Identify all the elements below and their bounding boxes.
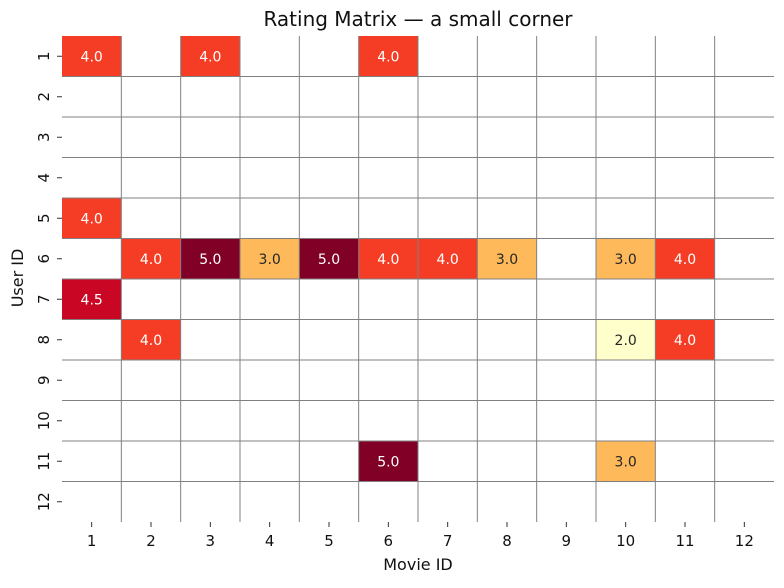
heatmap-cell: [655, 238, 715, 279]
heatmap-cell: [121, 319, 181, 360]
heatmap-cell: [418, 238, 478, 279]
grid-layer: [62, 36, 774, 522]
cell-value-label: 4.0: [437, 252, 459, 268]
heatmap-cell: [62, 279, 122, 320]
cell-value-label: 3.0: [496, 252, 518, 268]
x-tick-label: 10: [616, 532, 635, 550]
cell-value-label: 4.0: [199, 49, 221, 65]
heatmap-cell: [358, 441, 418, 482]
x-tick-label: 7: [443, 532, 453, 550]
y-tick-label: 4: [35, 173, 53, 183]
y-tick-label: 9: [35, 375, 53, 385]
heatmap-cell: [655, 319, 715, 360]
y-tick-label: 8: [35, 335, 53, 345]
heatmap-cell: [596, 319, 656, 360]
x-axis-ticks: 1 2 3 4 5 6 7 8 9 10 11 12: [87, 522, 754, 550]
cell-value-label: 5.0: [377, 454, 399, 470]
cell-value-label: 4.0: [377, 49, 399, 65]
cell-value-label: 3.0: [615, 252, 637, 268]
heatmap-cell: [358, 238, 418, 279]
y-axis-label: User ID: [8, 249, 27, 308]
cells-layer: [62, 36, 715, 482]
cell-value-label: 2.0: [615, 333, 637, 349]
heatmap-cell: [477, 238, 537, 279]
y-tick-label: 3: [35, 132, 53, 142]
y-tick-label: 11: [35, 452, 53, 471]
y-tick-label: 7: [35, 294, 53, 304]
cell-value-label: 5.0: [318, 252, 340, 268]
x-tick-label: 5: [324, 532, 334, 550]
heatmap-cell: [358, 36, 418, 77]
x-tick-label: 12: [735, 532, 754, 550]
cell-value-label: 4.0: [140, 333, 162, 349]
heatmap-cell: [62, 198, 122, 239]
cell-value-label: 3.0: [615, 454, 637, 470]
heatmap-cell: [299, 238, 359, 279]
heatmap-cell: [596, 441, 656, 482]
y-tick-label: 12: [35, 492, 53, 511]
y-tick-label: 1: [35, 51, 53, 61]
y-tick-label: 10: [35, 411, 53, 430]
x-tick-label: 9: [562, 532, 572, 550]
x-tick-label: 1: [87, 532, 97, 550]
y-tick-label: 2: [35, 92, 53, 102]
cell-value-label: 4.0: [81, 211, 103, 227]
heatmap-cell: [596, 238, 656, 279]
x-tick-label: 3: [206, 532, 216, 550]
cell-value-label: 4.0: [674, 333, 696, 349]
cell-value-label: 4.5: [81, 292, 103, 308]
x-tick-label: 4: [265, 532, 275, 550]
cell-value-label: 5.0: [199, 252, 221, 268]
cell-value-label: 4.0: [377, 252, 399, 268]
x-axis-label: Movie ID: [383, 555, 452, 574]
y-tick-label: 5: [35, 213, 53, 223]
heatmap-cell: [180, 36, 240, 77]
x-tick-label: 2: [146, 532, 156, 550]
heatmap-cell: [180, 238, 240, 279]
heatmap-cell: [240, 238, 300, 279]
cell-value-label: 3.0: [259, 252, 281, 268]
cell-value-label: 4.0: [81, 49, 103, 65]
y-tick-label: 6: [35, 254, 53, 264]
chart-title: Rating Matrix — a small corner: [263, 7, 573, 31]
cell-value-label: 4.0: [140, 252, 162, 268]
x-tick-label: 11: [675, 532, 694, 550]
x-tick-label: 8: [502, 532, 512, 550]
heatmap-cell: [121, 238, 181, 279]
heatmap-cell: [62, 36, 122, 77]
x-tick-label: 6: [384, 532, 394, 550]
cell-value-label: 4.0: [674, 252, 696, 268]
cell-labels-layer: 4.0 4.0 4.0 4.0 4.0 5.0 3.0 5.0 4.0 4.0 3.0 3.0 4.0 4…: [81, 49, 697, 470]
